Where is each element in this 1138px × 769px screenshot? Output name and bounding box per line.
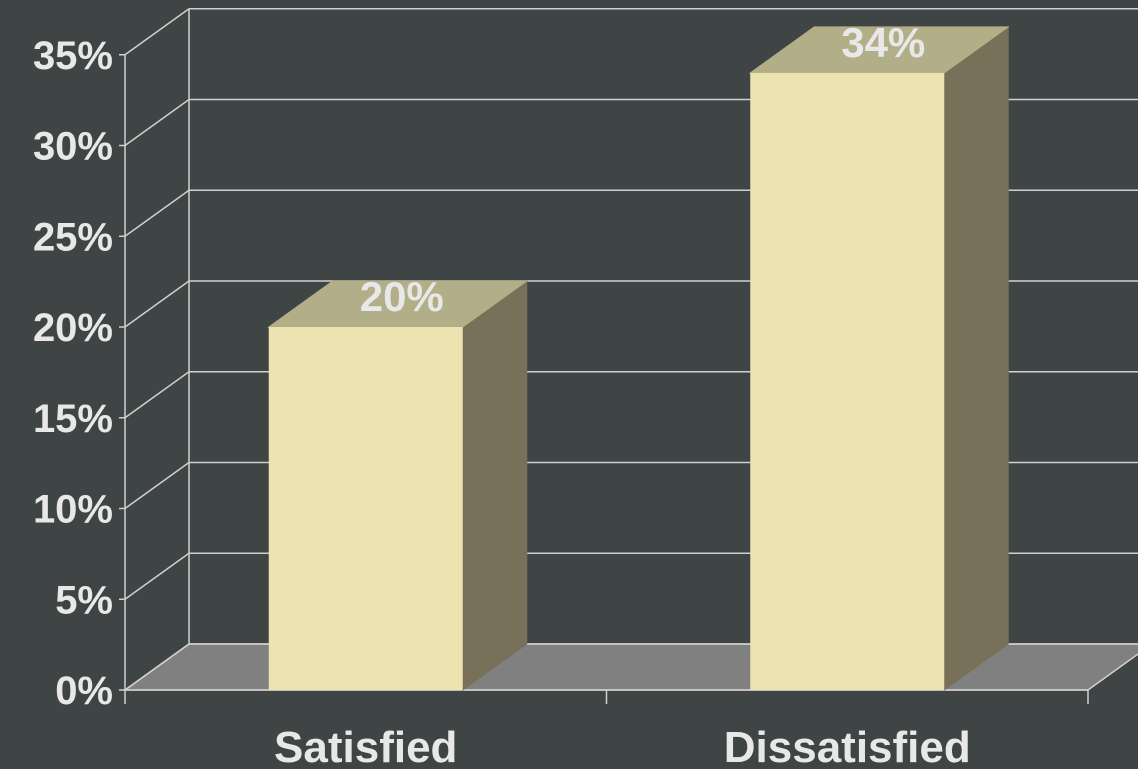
labels-layer: 0% 5% 10% 15% 20% 25% 30% 35% 20% Satisfied 34% Dis… (33, 19, 971, 769)
y-tick-label-10: 10% (33, 488, 113, 532)
y-tick-label-25: 25% (33, 215, 113, 259)
data-label-satisfied: 20% (360, 273, 444, 320)
y-tick-label-15: 15% (33, 397, 113, 441)
data-label-dissatisfied: 34% (841, 19, 925, 66)
gridline-diagonal-25 (124, 189, 190, 237)
bar-side-satisfied (462, 280, 528, 691)
bar-side-dissatisfied (943, 25, 1009, 691)
y-tick-label-0: 0% (55, 669, 113, 713)
x-tick-label-dissatisfied: Dissatisfied (724, 723, 971, 769)
y-tick-label-20: 20% (33, 306, 113, 350)
gridline-diagonal-5 (124, 552, 190, 600)
gridline-diagonal-30 (124, 98, 190, 147)
y-tick-label-5: 5% (55, 578, 113, 622)
y-tick-label-35: 35% (33, 34, 113, 78)
gridline-diagonal-10 (124, 461, 190, 510)
gridline-diagonal-0 (124, 643, 190, 691)
bar-satisfied (268, 327, 463, 690)
bar-dissatisfied (750, 72, 945, 690)
gridline-diagonal-20 (124, 280, 190, 328)
x-tick-label-satisfied: Satisfied (274, 723, 457, 769)
bars-layer (267, 25, 1010, 691)
gridline-diagonal-35 (124, 8, 190, 56)
y-tick-label-30: 30% (33, 125, 113, 169)
gridline-diagonal-15 (124, 371, 190, 419)
